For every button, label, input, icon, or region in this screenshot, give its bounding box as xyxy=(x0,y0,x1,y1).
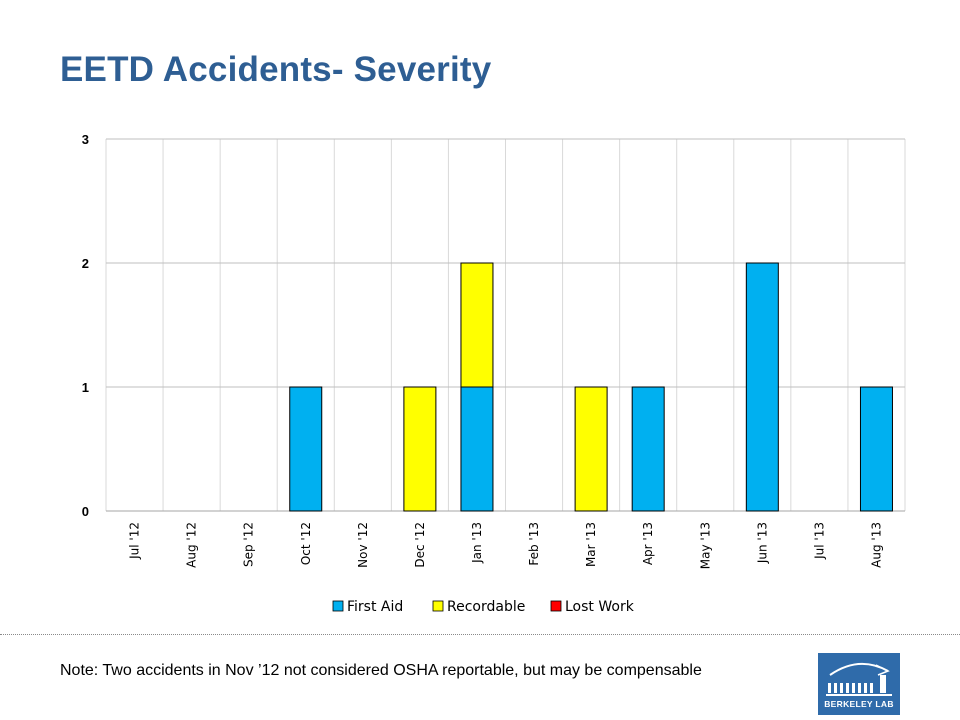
x-tick-label: Jul '13 xyxy=(812,522,826,560)
berkeley-lab-logo: BERKELEY LAB xyxy=(818,653,900,715)
y-tick-label: 1 xyxy=(82,380,89,395)
legend-label: Recordable xyxy=(447,599,525,615)
bar xyxy=(460,386,494,512)
page-title: EETD Accidents- Severity xyxy=(60,50,492,89)
y-tick-label: 3 xyxy=(82,132,89,147)
bar xyxy=(289,386,323,512)
legend-label: First Aid xyxy=(347,599,403,615)
footnote: Note: Two accidents in Nov ’12 not consi… xyxy=(60,662,702,679)
legend-swatch xyxy=(432,600,444,612)
bar xyxy=(859,386,893,512)
bar xyxy=(460,262,494,388)
x-tick-label: Dec '12 xyxy=(413,522,427,568)
x-tick-label: Aug '12 xyxy=(185,522,199,568)
logo-text: BERKELEY LAB xyxy=(824,699,894,709)
x-tick-label: Oct '12 xyxy=(299,522,313,565)
y-tick-label: 0 xyxy=(82,504,89,519)
x-tick-label: Nov '12 xyxy=(356,522,370,568)
legend-swatch xyxy=(332,600,344,612)
x-tick-label: Mar '13 xyxy=(584,522,598,567)
x-tick-label: May '13 xyxy=(698,522,712,569)
bar xyxy=(631,386,665,512)
x-tick-label: Jun '13 xyxy=(755,522,769,564)
legend-swatch xyxy=(550,600,562,612)
severity-chart: 0 1 2 3 Jul '12 Aug '12 Sep '12 Oct '12 Nov '12 D… xyxy=(82,132,906,615)
legend-label: Lost Work xyxy=(565,599,635,615)
bar xyxy=(574,386,608,512)
x-tick-label: Apr '13 xyxy=(641,522,655,565)
x-tick-label: Feb '13 xyxy=(527,522,541,566)
berkeley-lab-logo-icon xyxy=(826,662,892,696)
x-tick-label: Aug '13 xyxy=(869,522,883,568)
y-tick-label: 2 xyxy=(82,256,89,271)
bar xyxy=(745,262,779,512)
divider xyxy=(0,634,960,635)
x-tick-label: Jan '13 xyxy=(470,522,484,564)
x-tick-label: Sep '12 xyxy=(242,522,256,567)
x-tick-label: Jul '12 xyxy=(128,522,142,560)
bar xyxy=(403,386,437,512)
